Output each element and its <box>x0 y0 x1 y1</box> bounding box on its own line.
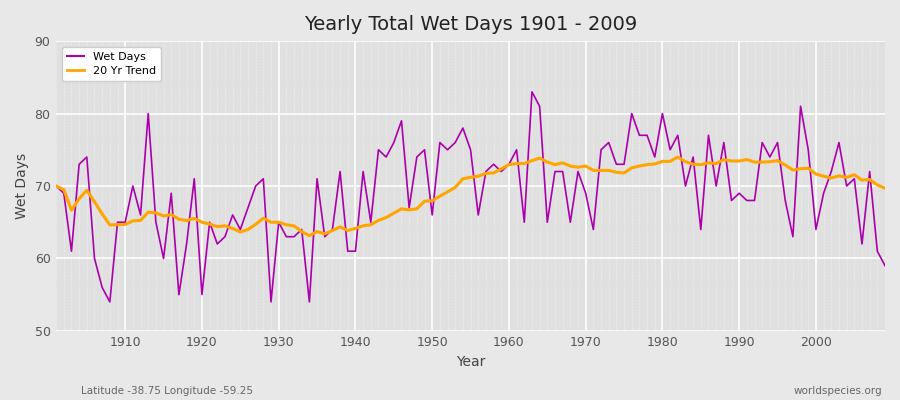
X-axis label: Year: Year <box>456 355 485 369</box>
Y-axis label: Wet Days: Wet Days <box>15 153 29 219</box>
Title: Yearly Total Wet Days 1901 - 2009: Yearly Total Wet Days 1901 - 2009 <box>304 15 637 34</box>
Text: worldspecies.org: worldspecies.org <box>794 386 882 396</box>
Legend: Wet Days, 20 Yr Trend: Wet Days, 20 Yr Trend <box>62 47 161 81</box>
Text: Latitude -38.75 Longitude -59.25: Latitude -38.75 Longitude -59.25 <box>81 386 253 396</box>
